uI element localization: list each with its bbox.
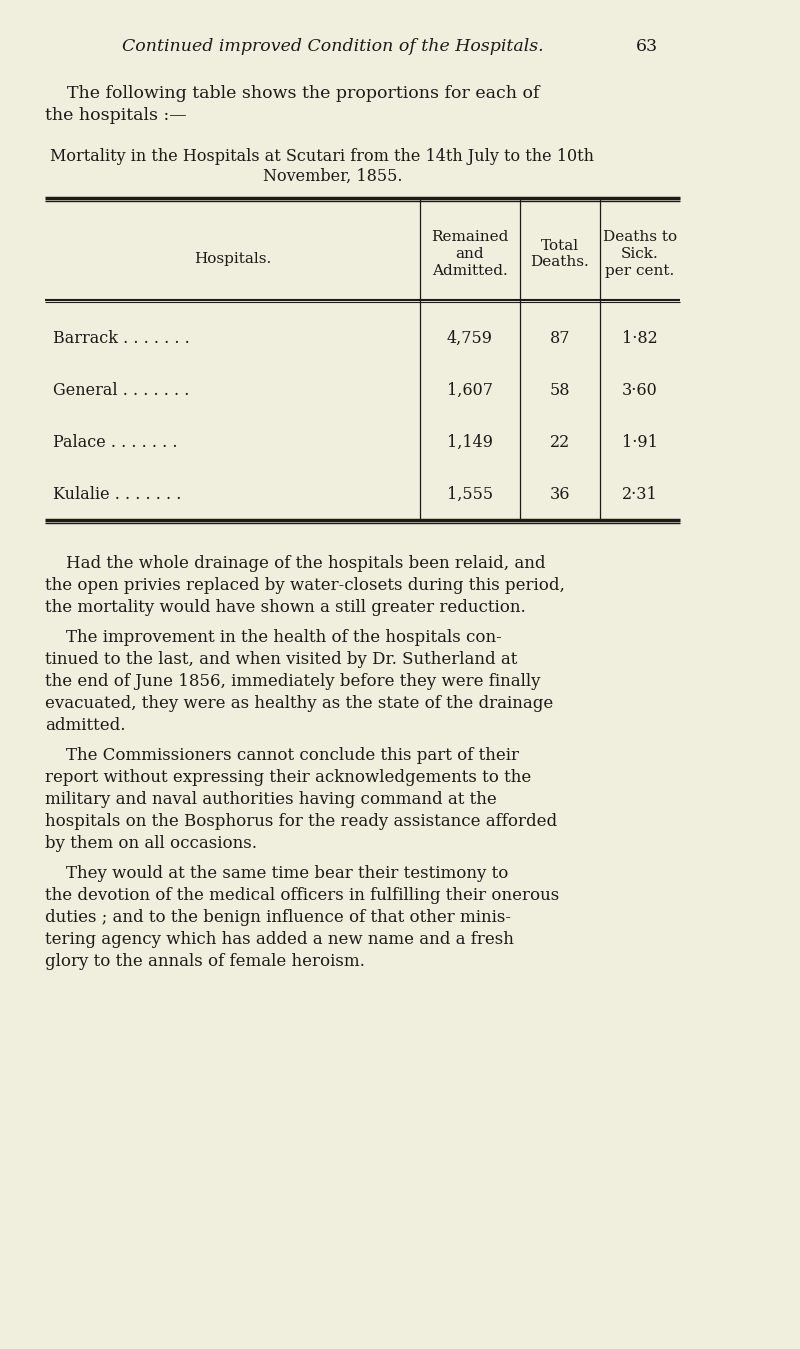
Text: The following table shows the proportions for each of: The following table shows the proportion… [45,85,539,103]
Text: by them on all occasions.: by them on all occasions. [45,835,257,853]
Text: Remained: Remained [431,229,509,244]
Text: Total: Total [541,239,579,252]
Text: 58: 58 [550,382,570,399]
Text: admitted.: admitted. [45,718,126,734]
Text: evacuated, they were as healthy as the state of the drainage: evacuated, they were as healthy as the s… [45,695,554,712]
Text: the mortality would have shown a still greater reduction.: the mortality would have shown a still g… [45,599,526,616]
Text: They would at the same time bear their testimony to: They would at the same time bear their t… [45,865,508,882]
Text: Sick.: Sick. [621,247,659,260]
Text: 1·82: 1·82 [622,331,658,347]
Text: Admitted.: Admitted. [432,264,508,278]
Text: 3·60: 3·60 [622,382,658,399]
Text: 87: 87 [550,331,570,347]
Text: 22: 22 [550,434,570,451]
Text: 63: 63 [636,38,658,55]
Text: Continued improved Condition of the Hospitals.: Continued improved Condition of the Hosp… [122,38,543,55]
Text: Had the whole drainage of the hospitals been relaid, and: Had the whole drainage of the hospitals … [45,554,546,572]
Text: the devotion of the medical officers in fulfilling their onerous: the devotion of the medical officers in … [45,888,559,904]
Text: The Commissioners cannot conclude this part of their: The Commissioners cannot conclude this p… [45,747,519,764]
Text: Deaths.: Deaths. [530,255,590,270]
Text: Barrack . . . . . . .: Barrack . . . . . . . [53,331,190,347]
Text: glory to the annals of female heroism.: glory to the annals of female heroism. [45,952,365,970]
Text: tinued to the last, and when visited by Dr. Sutherland at: tinued to the last, and when visited by … [45,652,518,668]
Text: report without expressing their acknowledgements to the: report without expressing their acknowle… [45,769,531,786]
Text: November, 1855.: November, 1855. [262,169,402,185]
Text: 1,607: 1,607 [447,382,493,399]
Text: duties ; and to the benign influence of that other minis-: duties ; and to the benign influence of … [45,909,511,925]
Text: the hospitals :—: the hospitals :— [45,107,186,124]
Text: Mortality in the Hospitals at Scutari from the 14th July to the 10th: Mortality in the Hospitals at Scutari fr… [50,148,594,165]
Text: and: and [456,247,484,260]
Text: Kulalie . . . . . . .: Kulalie . . . . . . . [53,486,182,503]
Text: 1,149: 1,149 [447,434,493,451]
Text: hospitals on the Bosphorus for the ready assistance afforded: hospitals on the Bosphorus for the ready… [45,813,557,830]
Text: 2·31: 2·31 [622,486,658,503]
Text: General . . . . . . .: General . . . . . . . [53,382,190,399]
Text: the open privies replaced by water-closets during this period,: the open privies replaced by water-close… [45,577,565,594]
Text: 36: 36 [550,486,570,503]
Text: The improvement in the health of the hospitals con-: The improvement in the health of the hos… [45,629,502,646]
Text: tering agency which has added a new name and a fresh: tering agency which has added a new name… [45,931,514,948]
Text: per cent.: per cent. [606,264,674,278]
Text: Palace . . . . . . .: Palace . . . . . . . [53,434,178,451]
Text: 4,759: 4,759 [447,331,493,347]
Text: 1·91: 1·91 [622,434,658,451]
Text: Hospitals.: Hospitals. [194,252,271,266]
Text: 1,555: 1,555 [447,486,493,503]
Text: Deaths to: Deaths to [603,229,677,244]
Text: the end of June 1856, immediately before they were finally: the end of June 1856, immediately before… [45,673,541,689]
Text: military and naval authorities having command at the: military and naval authorities having co… [45,791,497,808]
